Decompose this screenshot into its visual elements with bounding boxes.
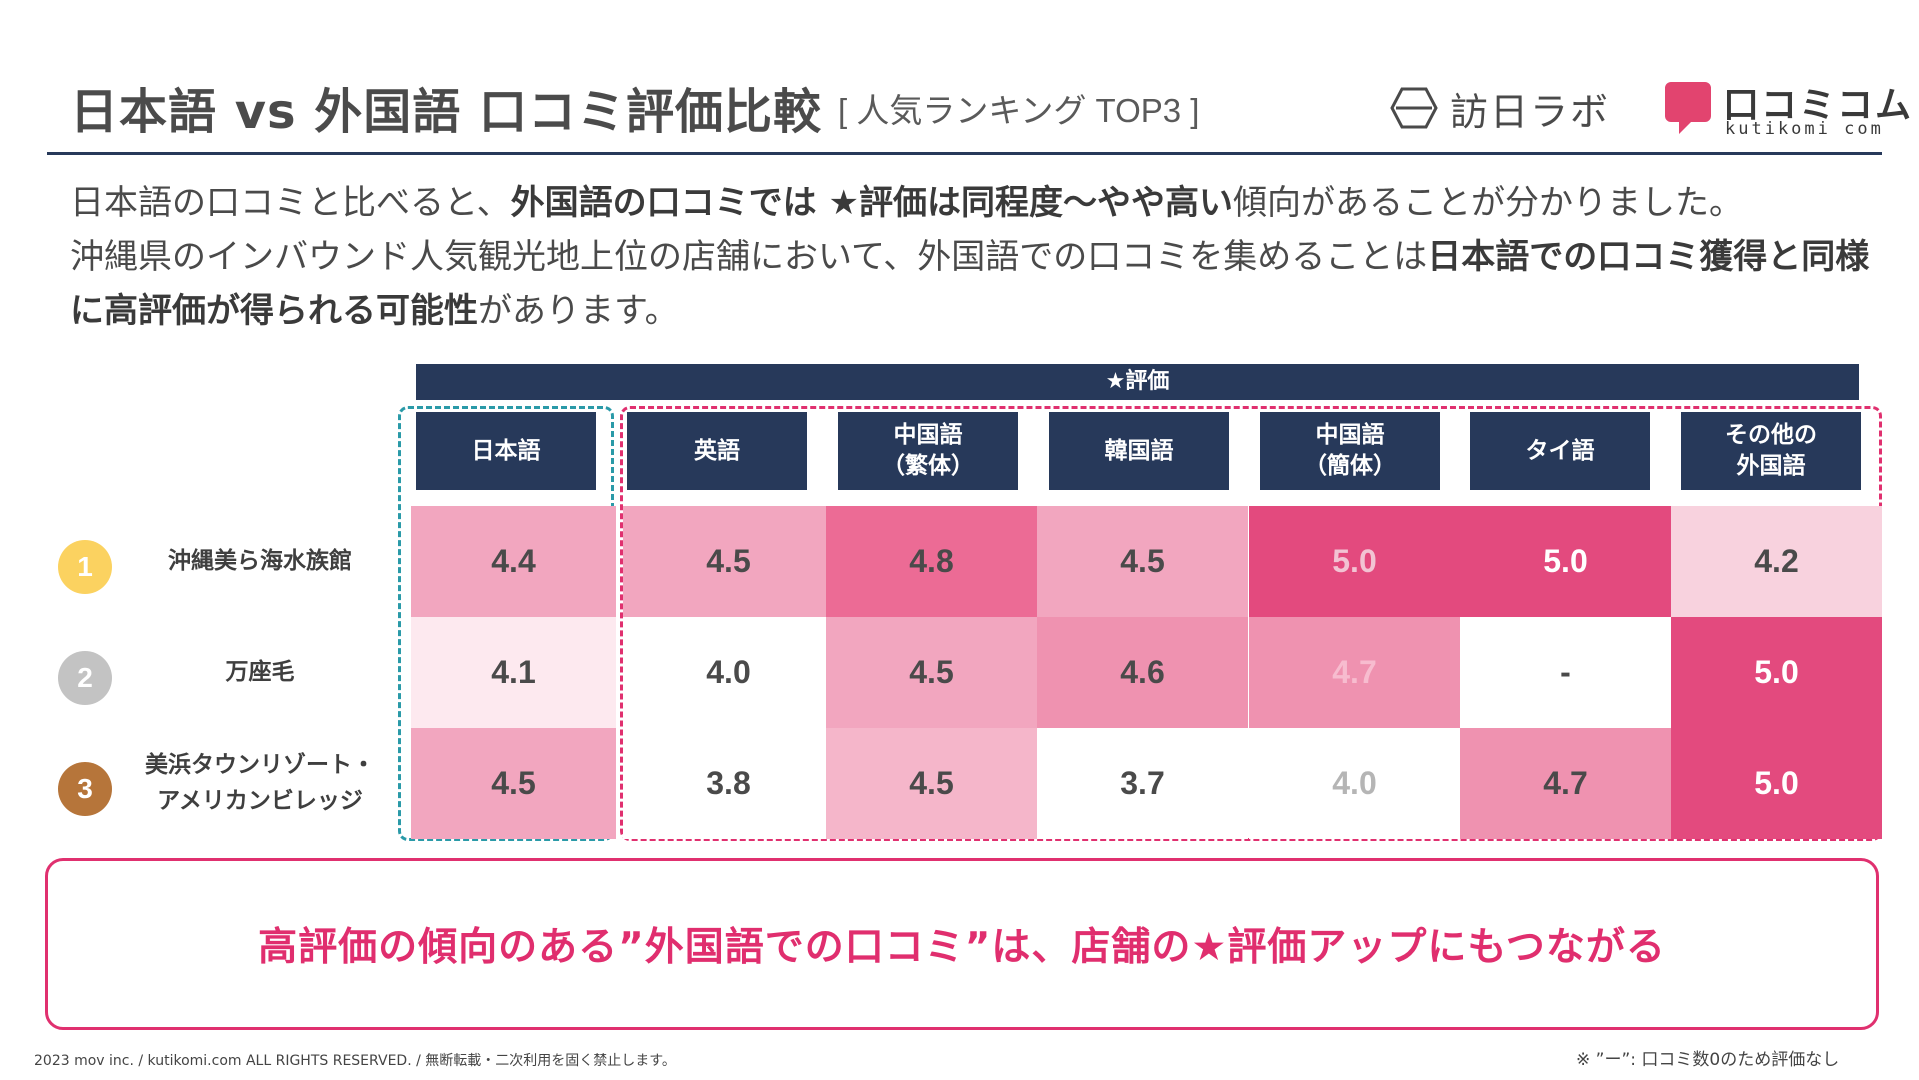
- kuchikomi-com-url: kutikomi com: [1725, 119, 1884, 139]
- store-name-line1: 沖縄美ら海水族館: [168, 548, 352, 574]
- conclusion-box: 高評価の傾向のある”外国語での口コミ”は、店舗の★評価アップにもつながる: [45, 858, 1879, 1030]
- rating-cell: 4.5: [826, 617, 1037, 728]
- column-header-label: 中国語 （繁体）: [882, 420, 974, 482]
- title-divider: [47, 152, 1882, 155]
- column-header: 中国語 （簡体）: [1260, 412, 1440, 490]
- store-name: 美浜タウンリゾート・ アメリカンビレッジ: [140, 747, 380, 819]
- column-header-label: 日本語: [472, 436, 541, 467]
- speech-bubble-logo-icon: [1665, 82, 1711, 134]
- column-header-line2: （繁体）: [882, 453, 974, 479]
- rating-cell: 4.0: [1249, 728, 1460, 839]
- intro-text-1: 日本語の口コミと比べると、: [70, 183, 511, 223]
- column-header-label: 韓国語: [1105, 436, 1174, 467]
- houjin-lab-logo: 訪日ラボ: [1390, 80, 1640, 136]
- store-name: 万座毛: [140, 654, 380, 690]
- column-header-line1: タイ語: [1525, 437, 1595, 464]
- column-header-label: タイ語: [1526, 436, 1595, 467]
- column-header-label: その他の 外国語: [1725, 420, 1817, 482]
- column-header: 中国語 （繁体）: [838, 412, 1018, 490]
- column-header-label: 中国語 （簡体）: [1304, 420, 1396, 482]
- column-header: その他の 外国語: [1681, 412, 1861, 490]
- column-header: 日本語: [416, 412, 596, 490]
- kuchikomi-com-logo: 口コミコム kutikomi com: [1665, 78, 1911, 140]
- rating-cell: 5.0: [1249, 506, 1460, 617]
- table-footnote: ※ ”ー”: 口コミ数0のため評価なし: [1576, 1050, 1840, 1070]
- column-header-line2: （簡体）: [1304, 453, 1396, 479]
- rating-cell: 5.0: [1671, 617, 1882, 728]
- rating-cell: 5.0: [1460, 506, 1671, 617]
- rating-cell: 4.2: [1671, 506, 1882, 617]
- rating-cell: 4.5: [623, 506, 834, 617]
- rating-cell: 3.7: [1037, 728, 1248, 839]
- star-rating-group-header: ★評価: [416, 364, 1859, 400]
- page-title: 日本語 vs 外国語 口コミ評価比較: [70, 84, 822, 140]
- houjin-lab-text: 訪日ラボ: [1450, 89, 1611, 134]
- column-header: 英語: [627, 412, 807, 490]
- copyright-footer: 2023 mov inc. / kutikomi.com ALL RIGHTS …: [34, 1053, 676, 1069]
- intro-bold-2: 日本語での口コミ獲得と同様に高評価が得られる可能性: [70, 237, 1870, 331]
- column-header-line1: 韓国語: [1104, 437, 1174, 464]
- rating-cell: 4.5: [411, 728, 616, 839]
- page-subtitle: [ 人気ランキング TOP3 ]: [838, 92, 1200, 129]
- column-header: タイ語: [1470, 412, 1650, 490]
- column-header-line2: 外国語: [1736, 453, 1806, 479]
- column-header-line1: その他の: [1725, 422, 1817, 448]
- rating-cell: 4.6: [1037, 617, 1248, 728]
- store-name-line1: 万座毛: [225, 659, 295, 685]
- rating-cell: 4.5: [826, 728, 1037, 839]
- rating-cell: 3.8: [623, 728, 834, 839]
- store-name-line1: 美浜タウンリゾート・: [145, 752, 375, 778]
- rating-cell: 5.0: [1671, 728, 1882, 839]
- column-header-line1: 中国語: [893, 422, 963, 448]
- column-header-label: 英語: [694, 436, 740, 467]
- rank-badge: 2: [58, 651, 112, 705]
- column-header: 韓国語: [1049, 412, 1229, 490]
- rating-cell: 4.0: [623, 617, 834, 728]
- rating-cell: -: [1460, 617, 1671, 728]
- store-name: 沖縄美ら海水族館: [140, 543, 380, 579]
- column-header-line1: 英語: [694, 437, 740, 464]
- conclusion-text: 高評価の傾向のある”外国語での口コミ”は、店舗の★評価アップにもつながる: [258, 925, 1666, 970]
- kuchikomi-com-text: 口コミコム: [1723, 85, 1914, 126]
- intro-paragraph: 日本語の口コミと比べると、外国語の口コミでは ★評価は同程度〜やや高い傾向がある…: [70, 176, 1870, 338]
- intro-text-3: 沖縄県のインバウンド人気観光地上位の店舗において、外国語での口コミを集めることは: [70, 237, 1428, 277]
- intro-bold-1: 外国語の口コミでは ★評価は同程度〜やや高い: [510, 183, 1233, 223]
- rating-cell: 4.8: [826, 506, 1037, 617]
- rating-cell: 4.5: [1037, 506, 1248, 617]
- rating-cell: 4.1: [411, 617, 616, 728]
- column-header-line1: 日本語: [471, 437, 541, 464]
- intro-text-2: 傾向があることが分かりました。: [1232, 183, 1743, 223]
- rating-cell: 4.7: [1460, 728, 1671, 839]
- rating-cell: 4.4: [411, 506, 616, 617]
- rating-cell: 4.7: [1249, 617, 1460, 728]
- store-name-line2: アメリカンビレッジ: [157, 788, 363, 814]
- intro-text-4: があります。: [478, 291, 679, 331]
- rank-badge: 1: [58, 540, 112, 594]
- column-header-line1: 中国語: [1315, 422, 1385, 448]
- hexagon-logo-icon: [1390, 87, 1438, 129]
- rank-badge: 3: [58, 762, 112, 816]
